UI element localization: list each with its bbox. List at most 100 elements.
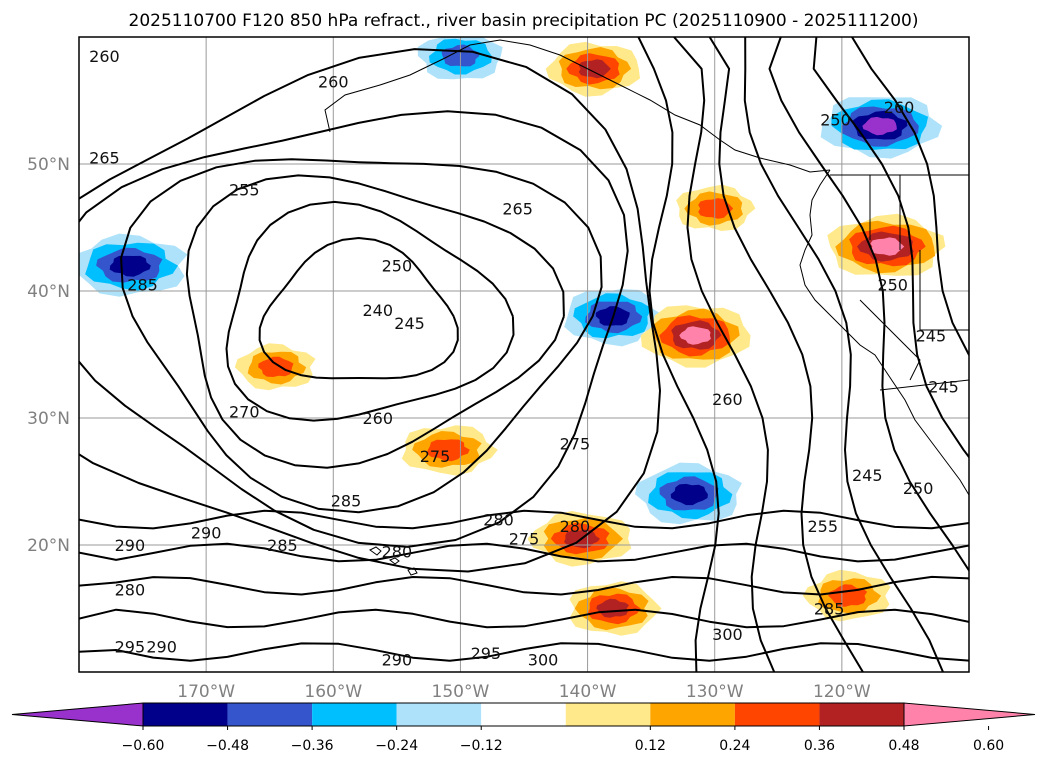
colorbar-segment (819, 703, 904, 726)
contour-label: 260 (884, 98, 915, 117)
contour-label: 240 (363, 301, 394, 320)
contour-label: 290 (115, 536, 146, 555)
refractivity-contour (79, 110, 629, 548)
colorbar-tick-label: 0.60 (973, 738, 1004, 754)
graticule (79, 37, 969, 672)
refractivity-contour (120, 158, 603, 514)
colorbar-tick-label: 0.24 (719, 738, 750, 754)
contour-label: 260 (712, 390, 743, 409)
refractivity-contour (673, 37, 776, 672)
colorbar-tick-label: −0.12 (460, 738, 503, 754)
colorbar-tick-label: 0.36 (804, 738, 835, 754)
colorbar-tick-label: −0.60 (122, 738, 165, 754)
contour-label: 285 (814, 600, 845, 619)
contour-label: 245 (852, 466, 883, 485)
x-tick-label: 120°W (813, 682, 871, 702)
y-tick-label: 50°N (27, 155, 70, 175)
refractivity-contour (258, 237, 459, 380)
contour-label: 260 (363, 409, 394, 428)
colorbar-under-extension (11, 702, 144, 727)
colorbar-segment (227, 703, 313, 726)
y-tick-label: 20°N (27, 536, 70, 556)
contour-label: 270 (229, 403, 260, 422)
colorbar-segment (650, 703, 735, 726)
contour-label: 250 (820, 111, 851, 130)
contour-label: 245 (928, 377, 959, 396)
precipitation-pc-shading (79, 37, 946, 636)
contour-label: 280 (483, 511, 514, 530)
colorbar-segment (734, 703, 820, 726)
colorbar-over-extension (903, 702, 1036, 727)
refractivity-contour (79, 509, 969, 530)
contour-label: 290 (146, 638, 177, 657)
contour-label: 300 (712, 625, 743, 644)
colorbar-tick-label: 0.12 (635, 738, 666, 754)
pc-shading-region (258, 356, 294, 377)
refractivity-contour (79, 48, 661, 573)
refractivity-contours (79, 37, 969, 672)
contour-label: 255 (808, 517, 839, 536)
contour-label: 285 (267, 536, 298, 555)
refractivity-contour (637, 37, 720, 672)
x-tick-label: 150°W (432, 682, 490, 702)
x-tick-label: 170°W (177, 682, 235, 702)
y-tick-label: 30°N (27, 409, 70, 429)
contour-label: 260 (318, 72, 349, 91)
pc-shading-region (109, 255, 151, 277)
contour-label: 275 (420, 447, 451, 466)
colorbar-segment (481, 703, 566, 726)
pc-shading-region (679, 326, 711, 345)
contour-label: 280 (382, 542, 413, 561)
contour-label: 265 (502, 199, 533, 218)
contour-label: 250 (903, 479, 934, 498)
colorbar-frame (142, 702, 905, 727)
contour-label: 250 (877, 276, 908, 295)
x-axis-ticks: 170°W 160°W 150°W 140°W 130°W 120°W (177, 682, 871, 702)
y-tick-label: 40°N (27, 282, 70, 302)
contour-label: 300 (528, 650, 559, 669)
refractivity-contour (225, 200, 515, 422)
contour-label: 265 (89, 149, 120, 168)
colorbar-segment (312, 703, 397, 726)
chart-title: 2025110700 F120 850 hPa refract., river … (129, 11, 919, 31)
colorbar-segment (143, 703, 228, 726)
contour-label: 295 (471, 644, 502, 663)
pc-shading-region (698, 198, 734, 219)
refractivity-contour (79, 642, 969, 662)
y-axis-ticks: 50°N 40°N 30°N 20°N (27, 155, 70, 556)
contour-label: 245 (394, 314, 425, 333)
x-tick-label: 160°W (304, 682, 362, 702)
colorbar-tick-label: 0.48 (888, 738, 919, 754)
coastline-north-america (799, 169, 969, 496)
refractivity-contour (768, 37, 969, 573)
pc-shading-region (870, 237, 905, 256)
pc-shading-region (862, 116, 897, 136)
colorbar-tick-label: −0.24 (375, 738, 418, 754)
colorbar: −0.60 −0.48 −0.36 −0.24 −0.12 0.12 0.24 0.36 0.4… (11, 702, 1036, 754)
pc-shading-region (596, 598, 629, 618)
refractivity-contour (743, 37, 944, 672)
contour-label: 255 (229, 180, 260, 199)
pc-shading-region (426, 439, 470, 462)
colorbar-tick-label: −0.36 (291, 738, 334, 754)
contour-label: 280 (560, 517, 591, 536)
x-tick-label: 140°W (559, 682, 617, 702)
colorbar-segments (11, 702, 1036, 727)
refractivity-contour (708, 37, 864, 672)
contour-label: 295 (115, 638, 146, 657)
colorbar-segment (565, 703, 651, 726)
contour-label: 250 (382, 257, 413, 276)
refractivity-contour (79, 608, 969, 629)
map-frame (78, 36, 970, 673)
colorbar-tick-labels: −0.60 −0.48 −0.36 −0.24 −0.12 0.12 0.24 0.36 0.4… (122, 726, 1004, 754)
coastlines (324, 39, 969, 576)
pc-shading-region (670, 483, 708, 506)
contour-label: 275 (509, 530, 540, 549)
contour-label: 275 (560, 434, 591, 453)
contour-label: 280 (115, 580, 146, 599)
contour-label: 245 (916, 326, 947, 345)
refractivity-contour (185, 174, 565, 469)
refractivity-contour (79, 575, 969, 596)
coastline-alaska (324, 39, 831, 173)
